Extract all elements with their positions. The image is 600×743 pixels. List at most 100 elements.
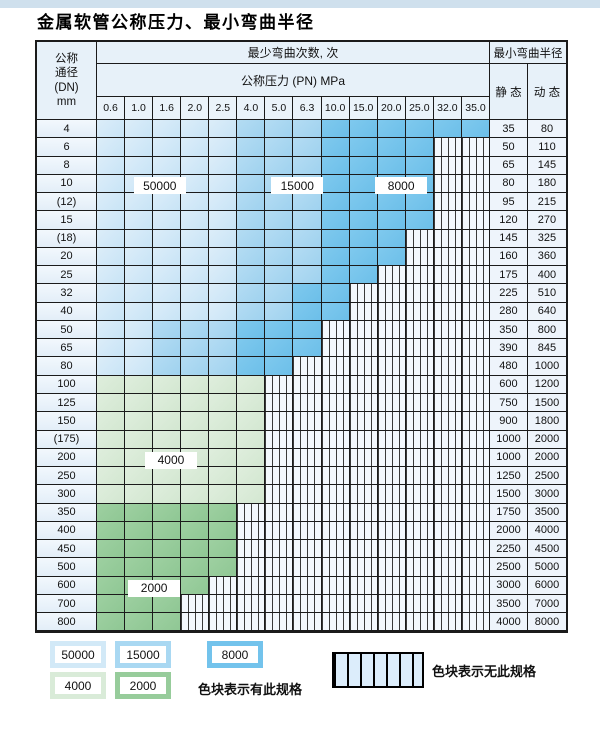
dynamic-radius-cell: 510 [527, 284, 566, 303]
static-radius-cell: 2500 [489, 558, 528, 577]
spec-cell-8000 [377, 229, 406, 248]
static-radius-cell: 1500 [489, 485, 528, 504]
spec-cell-8000 [321, 193, 350, 212]
dn-cell: 6 [37, 138, 97, 157]
spec-cell-50000 [153, 156, 182, 175]
no-spec-cell [349, 357, 378, 376]
no-spec-cell [405, 375, 434, 394]
no-spec-cell [461, 138, 490, 157]
dynamic-radius-cell: 215 [527, 193, 566, 212]
no-spec-cell [377, 266, 406, 285]
spec-cell-2000 [153, 594, 182, 614]
spec-cell-15000 [237, 247, 266, 267]
no-spec-cell [321, 430, 350, 449]
spec-cell-8000 [321, 229, 350, 248]
dynamic-radius-cell: 1800 [527, 412, 566, 431]
no-spec-cell [265, 576, 294, 595]
dynamic-radius-cell: 110 [527, 138, 566, 157]
static-radius-cell: 600 [489, 375, 528, 394]
no-spec-cell [265, 485, 294, 504]
spec-cell-8000 [293, 339, 322, 358]
spec-cell-8000 [377, 156, 406, 175]
dynamic-radius-cell: 4500 [527, 540, 566, 559]
spec-cell-2000 [125, 540, 154, 559]
spec-cell-2000 [125, 613, 154, 632]
spec-cell-8000 [321, 211, 350, 230]
no-spec-cell [433, 211, 462, 230]
spec-cell-4000 [209, 485, 238, 504]
spec-cell-4000 [209, 412, 238, 431]
spec-cell-50000 [181, 156, 210, 175]
table-body: 4 35 80 6 50 110 8 65 145 10 80 180 (12) 95 215 15 120 27… [37, 120, 566, 632]
pressure-header-cell: 4.0 [237, 97, 266, 120]
no-spec-cell [321, 467, 350, 486]
no-spec-cell [461, 266, 490, 285]
spec-cell-2000 [181, 576, 210, 595]
spec-cell-50000 [153, 211, 182, 230]
table-header: 公称 通径 (DN) mm 最少弯曲次数, 次 最小弯曲半径 公称压力 (PN) MP… [37, 42, 566, 120]
pressure-header-cell: 10.0 [321, 97, 350, 120]
no-spec-cell [433, 357, 462, 376]
spec-cell-15000 [293, 120, 322, 139]
spec-cell-15000 [181, 357, 210, 376]
no-spec-cell [377, 393, 406, 413]
spec-cell-4000 [97, 393, 126, 413]
spec-cell-50000 [153, 284, 182, 303]
static-radius-cell: 160 [489, 247, 528, 267]
pressure-header-cell: 1.0 [125, 97, 154, 120]
header-static: 静 态 [490, 64, 528, 120]
spec-cell-8000 [321, 120, 350, 139]
no-spec-cell [433, 284, 462, 303]
no-spec-cell [461, 247, 490, 267]
no-spec-cell [237, 576, 266, 595]
no-spec-cell [405, 448, 434, 468]
spec-cell-2000 [125, 558, 154, 577]
no-spec-cell [433, 393, 462, 413]
no-spec-cell [461, 485, 490, 504]
dynamic-radius-cell: 8000 [527, 613, 566, 632]
no-spec-cell [349, 467, 378, 486]
dynamic-radius-cell: 6000 [527, 576, 566, 595]
dynamic-radius-cell: 360 [527, 247, 566, 267]
no-spec-cell [293, 357, 322, 376]
no-spec-cell [181, 594, 210, 614]
spec-cell-8000 [321, 174, 350, 194]
no-spec-cell [405, 430, 434, 449]
no-spec-cell [293, 467, 322, 486]
spec-cell-4000 [97, 485, 126, 504]
no-spec-cell [321, 594, 350, 614]
spec-cell-4000 [209, 430, 238, 449]
pressure-header-cell: 2.0 [181, 97, 210, 120]
no-spec-cell [349, 503, 378, 522]
no-spec-cell [405, 284, 434, 303]
static-radius-cell: 175 [489, 266, 528, 285]
spec-cell-50000 [181, 193, 210, 212]
spec-cell-2000 [181, 521, 210, 541]
legend-chip-label: 8000 [212, 646, 258, 663]
spec-table: 公称 通径 (DN) mm 最少弯曲次数, 次 最小弯曲半径 公称压力 (PN) MP… [35, 40, 568, 634]
no-spec-cell [293, 393, 322, 413]
spec-cell-50000 [209, 211, 238, 230]
no-spec-cell [461, 174, 490, 194]
static-radius-cell: 750 [489, 393, 528, 413]
no-spec-cell [433, 375, 462, 394]
no-spec-cell [321, 503, 350, 522]
spec-cell-50000 [125, 156, 154, 175]
no-spec-cell [293, 412, 322, 431]
spec-cell-4000 [125, 485, 154, 504]
no-spec-cell [461, 320, 490, 340]
spec-cell-8000 [377, 138, 406, 157]
spec-cell-8000 [293, 284, 322, 303]
no-spec-cell [433, 412, 462, 431]
spec-cell-15000 [265, 156, 294, 175]
spec-cell-50000 [125, 138, 154, 157]
static-radius-cell: 900 [489, 412, 528, 431]
dynamic-radius-cell: 2000 [527, 430, 566, 449]
dn-cell: 125 [37, 393, 97, 413]
legend: 50000 15000 8000 4000 2000 色块表示有此规格 色块表示无此规格 [0, 638, 600, 743]
no-spec-cell [461, 156, 490, 175]
static-radius-cell: 35 [489, 120, 528, 139]
no-spec-cell [237, 558, 266, 577]
spec-cell-15000 [237, 284, 266, 303]
spec-cell-15000 [181, 320, 210, 340]
